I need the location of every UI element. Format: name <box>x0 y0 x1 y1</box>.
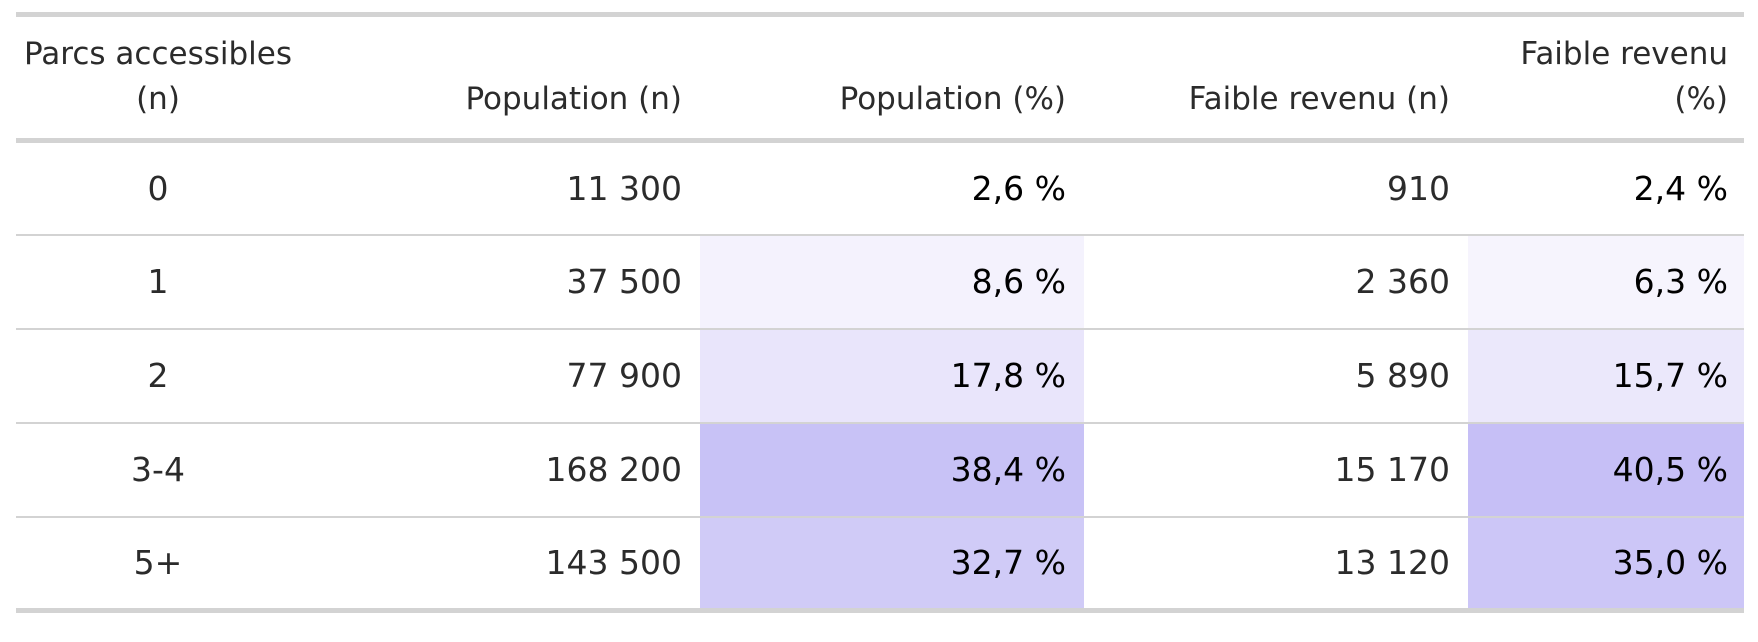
table-row: 3-4 168 200 38,4 % 15 170 40,5 % <box>16 421 1744 517</box>
cell-population-count: 143 500 <box>300 515 700 611</box>
header-parks-accessible: Parcs accessibles (n) <box>16 14 300 143</box>
table-body: 0 11 300 2,6 % 910 2,4 % 1 37 500 8,6 % … <box>16 140 1744 611</box>
cell-population-percent: 38,4 % <box>700 421 1084 517</box>
cell-low-income-count: 15 170 <box>1084 421 1468 517</box>
cell-low-income-count: 2 360 <box>1084 233 1468 329</box>
cell-population-count: 11 300 <box>566 168 682 208</box>
cell-population-count: 37 500 <box>300 233 700 329</box>
cell-parks: 5+ <box>16 515 300 611</box>
cell-low-income-percent: 15,7 % <box>1468 327 1744 423</box>
cell-population-percent: 32,7 % <box>700 515 1084 611</box>
header-population-count: Population (n) <box>300 14 700 143</box>
cell-low-income-percent: 40,5 % <box>1468 421 1744 517</box>
header-population-percent: Population (%) <box>700 14 1084 143</box>
table-header: Parcs accessibles (n) Population (n) Pop… <box>16 14 1744 143</box>
table-row: 5+ 143 500 32,7 % 13 120 35,0 % <box>16 515 1744 611</box>
cell-population-percent: 8,6 % <box>700 233 1084 329</box>
cell-low-income-count: 910 <box>1387 168 1450 208</box>
header-row: Parcs accessibles (n) Population (n) Pop… <box>16 14 1744 143</box>
data-table-container: Parcs accessibles (n) Population (n) Pop… <box>16 12 1744 613</box>
cell-low-income-percent: 35,0 % <box>1468 515 1744 611</box>
cell-population-percent: 2,6 % <box>700 140 1084 235</box>
cell-low-income-percent: 2,4 % <box>1468 140 1744 235</box>
table-row: 1 37 500 8,6 % 2 360 6,3 % <box>16 233 1744 329</box>
parks-accessibility-table: Parcs accessibles (n) Population (n) Pop… <box>16 12 1744 613</box>
cell-parks: 2 <box>16 327 300 423</box>
cell-low-income-count: 5 890 <box>1084 327 1468 423</box>
cell-population-count: 77 900 <box>300 327 700 423</box>
cell-parks: 0 <box>147 168 169 208</box>
header-low-income-percent: Faible revenu (%) <box>1468 14 1744 143</box>
cell-parks: 1 <box>16 233 300 329</box>
cell-low-income-percent: 6,3 % <box>1468 233 1744 329</box>
cell-low-income-count: 13 120 <box>1084 515 1468 611</box>
table-row: 2 77 900 17,8 % 5 890 15,7 % <box>16 327 1744 423</box>
table-row: 0 11 300 2,6 % 910 2,4 % <box>16 140 1744 235</box>
cell-population-count: 168 200 <box>300 421 700 517</box>
cell-population-percent: 17,8 % <box>700 327 1084 423</box>
cell-parks: 3-4 <box>16 421 300 517</box>
header-low-income-count: Faible revenu (n) <box>1084 14 1468 143</box>
